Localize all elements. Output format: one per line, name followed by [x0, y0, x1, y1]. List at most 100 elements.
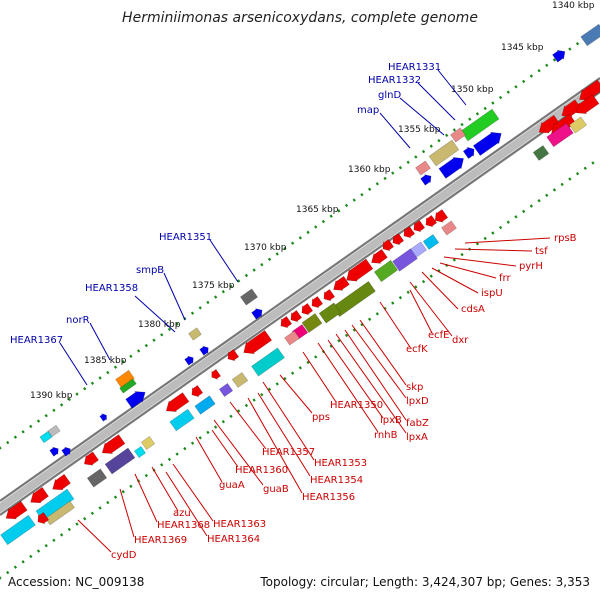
- reverse-gene-label[interactable]: cydD: [111, 550, 137, 561]
- reverse-gene-label[interactable]: ecfE: [428, 330, 450, 341]
- forward-gene-label[interactable]: smpB: [136, 265, 164, 276]
- reverse-gene[interactable]: [169, 408, 195, 432]
- reverse-gene[interactable]: [104, 447, 136, 475]
- reverse-gene[interactable]: [165, 392, 190, 412]
- forward-gene-label[interactable]: HEAR1331: [388, 62, 441, 73]
- reverse-gene[interactable]: [333, 275, 350, 291]
- reverse-gene[interactable]: [568, 116, 588, 134]
- forward-gene[interactable]: [552, 49, 566, 63]
- reverse-gene[interactable]: [318, 302, 342, 324]
- forward-gene[interactable]: [415, 160, 431, 176]
- forward-gene[interactable]: [47, 424, 61, 438]
- reverse-gene-label[interactable]: ecfK: [406, 344, 428, 355]
- reverse-gene-label[interactable]: tsf: [535, 246, 548, 257]
- reverse-gene-label[interactable]: frr: [499, 273, 511, 284]
- reverse-gene[interactable]: [373, 259, 399, 283]
- reverse-gene[interactable]: [218, 382, 234, 398]
- reverse-gene-label[interactable]: HEAR1364: [207, 534, 260, 545]
- reverse-gene-label[interactable]: guaA: [219, 480, 245, 491]
- reverse-gene-label[interactable]: dxr: [452, 335, 469, 346]
- reverse-gene-label[interactable]: HEAR1354: [310, 475, 363, 486]
- forward-gene-label[interactable]: map: [357, 105, 379, 116]
- reverse-gene[interactable]: [83, 451, 100, 466]
- reverse-gene[interactable]: [290, 309, 303, 323]
- forward-gene[interactable]: [39, 430, 53, 444]
- reverse-gene[interactable]: [579, 79, 600, 101]
- forward-gene[interactable]: [450, 127, 466, 143]
- forward-gene[interactable]: [184, 355, 194, 366]
- forward-gene[interactable]: [438, 157, 464, 179]
- forward-gene[interactable]: [460, 108, 500, 142]
- forward-gene[interactable]: [580, 23, 600, 47]
- forward-gene[interactable]: [49, 446, 59, 457]
- reverse-gene[interactable]: [434, 209, 449, 223]
- forward-gene[interactable]: [199, 345, 209, 356]
- reverse-gene[interactable]: [422, 234, 440, 250]
- reverse-gene[interactable]: [0, 514, 36, 546]
- reverse-gene[interactable]: [5, 500, 28, 520]
- forward-gene[interactable]: [462, 146, 475, 160]
- reverse-gene-label[interactable]: rnhB: [374, 430, 398, 441]
- reverse-gene-label[interactable]: azu: [173, 508, 191, 519]
- reverse-gene[interactable]: [392, 232, 405, 246]
- reverse-gene[interactable]: [546, 122, 574, 148]
- reverse-gene[interactable]: [37, 511, 50, 525]
- reverse-gene[interactable]: [332, 280, 376, 318]
- reverse-gene[interactable]: [191, 384, 204, 398]
- reverse-gene-label[interactable]: lpxA: [406, 432, 428, 443]
- reverse-gene[interactable]: [133, 445, 147, 459]
- reverse-gene[interactable]: [441, 220, 457, 236]
- reverse-gene[interactable]: [413, 219, 426, 233]
- forward-gene[interactable]: [420, 174, 432, 186]
- reverse-gene-label[interactable]: HEAR1357: [262, 447, 315, 458]
- forward-gene-label[interactable]: norR: [66, 315, 90, 326]
- reverse-gene-label[interactable]: skp: [406, 382, 423, 393]
- forward-gene[interactable]: [188, 327, 202, 341]
- reverse-gene[interactable]: [301, 302, 314, 316]
- reverse-gene[interactable]: [194, 395, 216, 415]
- reverse-gene[interactable]: [532, 145, 550, 161]
- reverse-gene[interactable]: [101, 434, 126, 454]
- forward-gene[interactable]: [239, 288, 259, 306]
- reverse-gene[interactable]: [301, 313, 323, 333]
- reverse-gene[interactable]: [575, 94, 600, 114]
- reverse-gene[interactable]: [243, 330, 273, 355]
- reverse-gene[interactable]: [211, 368, 222, 380]
- reverse-gene[interactable]: [52, 473, 71, 491]
- reverse-gene[interactable]: [140, 435, 156, 451]
- reverse-gene[interactable]: [346, 258, 374, 282]
- reverse-gene-label[interactable]: cdsA: [461, 304, 485, 315]
- reverse-gene[interactable]: [403, 225, 416, 239]
- reverse-gene-label[interactable]: HEAR1368: [157, 520, 210, 531]
- reverse-gene[interactable]: [44, 500, 76, 526]
- reverse-gene-label[interactable]: HEAR1363: [213, 519, 266, 530]
- reverse-gene-label[interactable]: pps: [312, 412, 330, 423]
- reverse-gene[interactable]: [311, 295, 324, 309]
- forward-gene[interactable]: [251, 308, 263, 320]
- forward-gene[interactable]: [472, 131, 502, 156]
- reverse-gene-label[interactable]: HEAR1369: [134, 535, 187, 546]
- forward-gene-label[interactable]: HEAR1351: [159, 232, 212, 243]
- reverse-gene-label[interactable]: HEAR1353: [314, 458, 367, 469]
- reverse-gene[interactable]: [284, 330, 300, 346]
- reverse-gene-label[interactable]: ispU: [481, 288, 503, 299]
- forward-gene[interactable]: [125, 391, 146, 409]
- reverse-gene[interactable]: [425, 214, 438, 228]
- reverse-gene-label[interactable]: pyrH: [519, 261, 543, 272]
- forward-gene[interactable]: [61, 446, 71, 457]
- forward-gene[interactable]: [99, 412, 107, 422]
- reverse-gene[interactable]: [251, 347, 285, 377]
- reverse-gene-label[interactable]: lpxD: [406, 396, 429, 407]
- forward-gene-label[interactable]: HEAR1332: [368, 75, 421, 86]
- forward-gene[interactable]: [428, 139, 460, 167]
- reverse-gene-label[interactable]: HEAR1356: [302, 492, 355, 503]
- reverse-gene-label[interactable]: rpsB: [554, 233, 577, 244]
- reverse-gene-label[interactable]: lpxB: [380, 415, 402, 426]
- reverse-gene[interactable]: [382, 238, 395, 252]
- forward-gene-label[interactable]: HEAR1367: [10, 335, 63, 346]
- forward-gene-label[interactable]: glnD: [378, 90, 401, 101]
- reverse-gene[interactable]: [371, 248, 388, 264]
- reverse-gene[interactable]: [280, 315, 293, 329]
- forward-gene-label[interactable]: HEAR1358: [85, 283, 138, 294]
- reverse-gene[interactable]: [231, 372, 249, 388]
